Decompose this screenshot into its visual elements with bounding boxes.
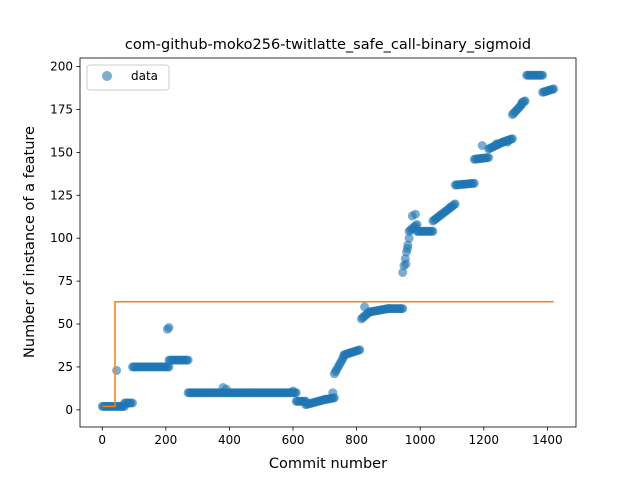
x-tick-label: 0 xyxy=(98,433,106,447)
legend-label-data: data xyxy=(131,69,158,83)
data-point xyxy=(477,141,487,150)
x-tick-label: 1200 xyxy=(469,433,500,447)
data-point xyxy=(492,139,501,149)
y-tick-label: 175 xyxy=(50,102,73,116)
data-point xyxy=(128,398,137,408)
data-point xyxy=(403,244,412,253)
data-point xyxy=(428,226,438,236)
data-point xyxy=(398,268,408,277)
data-point xyxy=(469,178,479,188)
legend-marker-data xyxy=(102,71,112,81)
data-point xyxy=(445,202,455,212)
chart-title: com-github-moko256-twitlatte_safe_call-b… xyxy=(125,37,531,53)
data-point xyxy=(484,153,494,162)
data-point xyxy=(401,259,411,269)
x-tick-label: 1400 xyxy=(532,433,563,447)
x-tick-label: 800 xyxy=(345,433,368,447)
data-point xyxy=(412,220,422,229)
y-tick-label: 25 xyxy=(58,360,73,374)
axes: 0 200 400 600 800 1000 1200 1400 0 25 50 75 100 125 15… xyxy=(50,57,577,447)
data-point xyxy=(520,96,530,106)
y-tick-label: 150 xyxy=(50,145,73,159)
data-point xyxy=(538,70,548,80)
data-point xyxy=(398,304,408,314)
y-tick-label: 125 xyxy=(50,188,73,202)
data-point xyxy=(221,384,231,394)
data-point xyxy=(183,355,193,365)
data-point xyxy=(288,386,298,396)
y-axis-label: Number of instance of a feature xyxy=(22,126,38,358)
legend: data xyxy=(86,64,170,91)
data-point xyxy=(112,365,122,375)
x-tick-label: 200 xyxy=(154,433,177,447)
y-tick-label: 100 xyxy=(50,231,73,245)
axes-frame xyxy=(79,57,577,428)
fit-line xyxy=(102,300,554,408)
x-tick-label: 1000 xyxy=(405,433,436,447)
data-point xyxy=(503,137,513,147)
x-axis-label: Commit number xyxy=(269,456,387,472)
y-tick-label: 75 xyxy=(58,274,73,288)
data-point xyxy=(360,302,370,312)
data-point xyxy=(549,84,559,94)
x-tick-label: 600 xyxy=(282,433,305,447)
data-point xyxy=(328,388,338,398)
y-tick-label: 50 xyxy=(58,317,73,331)
data-point xyxy=(355,345,365,355)
data-point xyxy=(404,233,414,243)
x-tick-label: 400 xyxy=(218,433,241,447)
data-point xyxy=(164,362,174,372)
data-point xyxy=(410,209,420,219)
y-tick-label: 0 xyxy=(65,403,73,417)
plot-area xyxy=(97,70,559,411)
y-tick-label: 200 xyxy=(50,60,73,74)
data-point xyxy=(164,323,174,332)
